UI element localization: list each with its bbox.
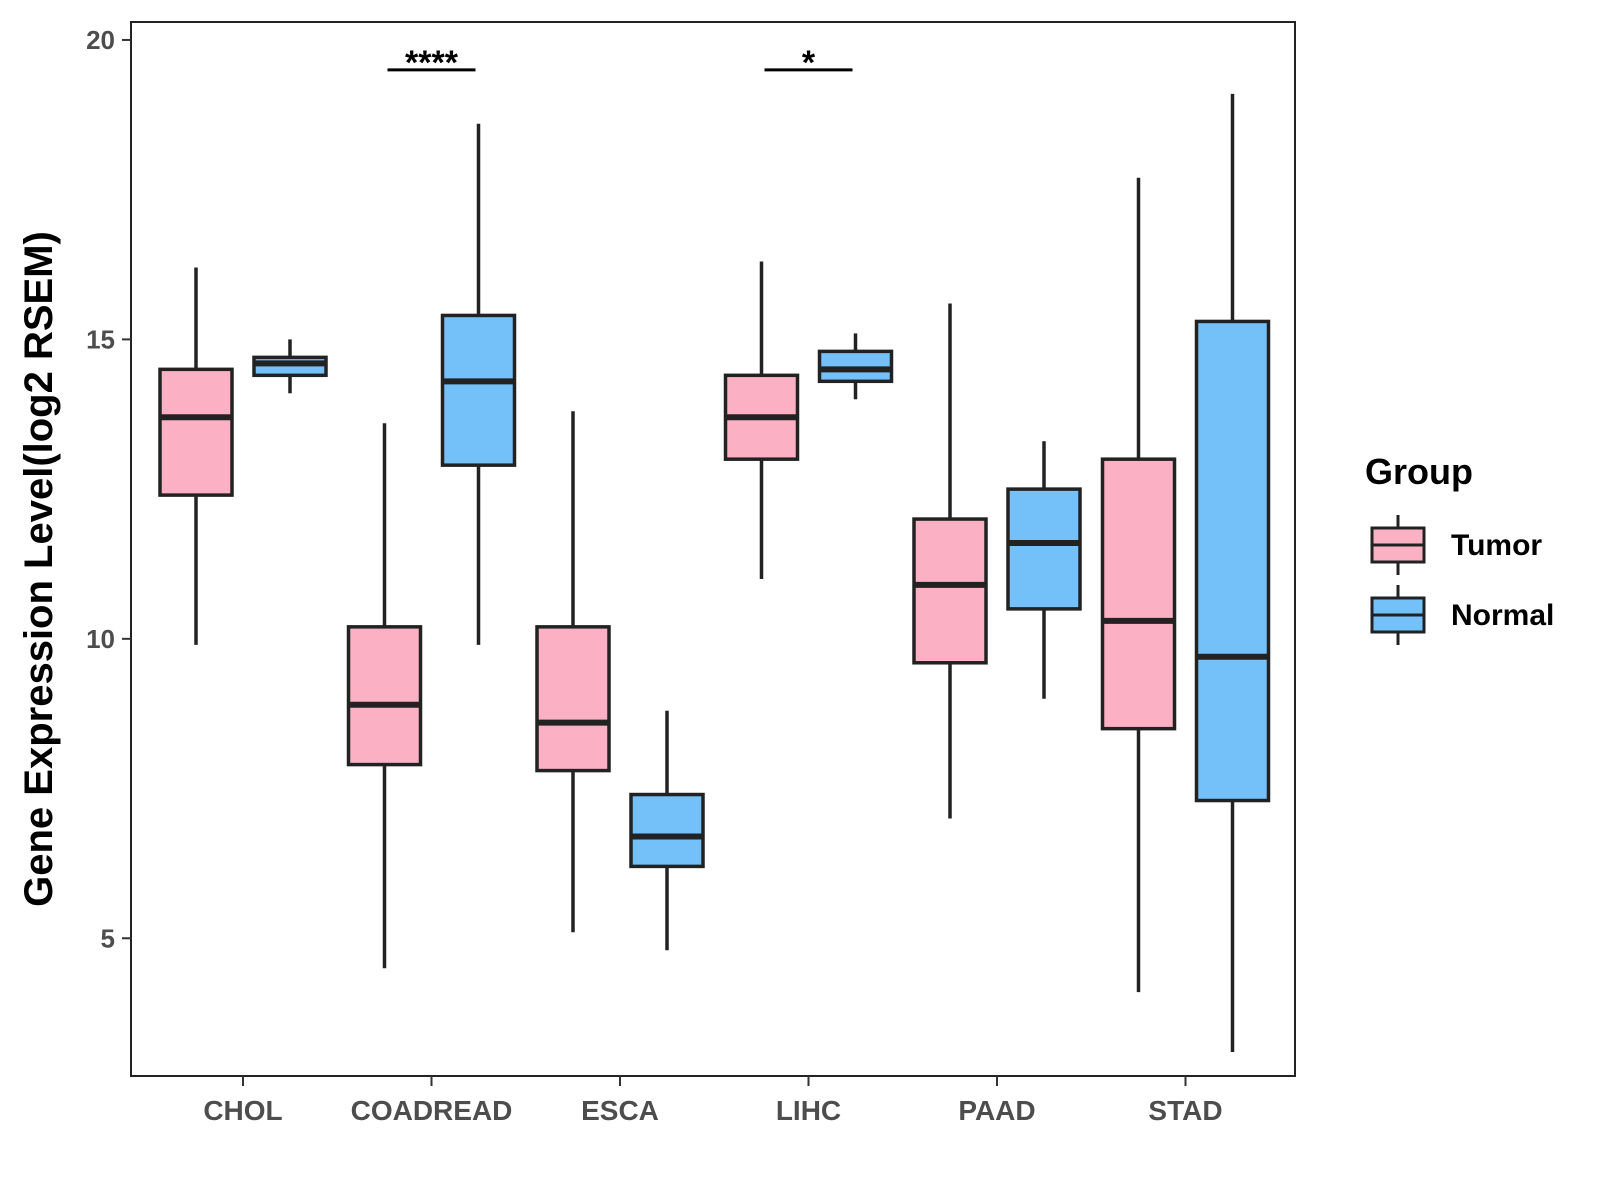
significance-label-lihc: * <box>802 44 816 82</box>
x-tick-label-stad: STAD <box>1148 1095 1222 1126</box>
box-tumor-stad <box>1100 457 1177 731</box>
plot-panel <box>130 21 1296 1077</box>
y-tick-label: 10 <box>86 624 115 654</box>
box-tumor-esca <box>535 625 611 773</box>
y-tick-label: 5 <box>101 923 115 953</box>
legend-title: Group <box>1365 451 1473 492</box>
box-tumor-chol <box>158 367 234 497</box>
x-tick-label-lihc: LIHC <box>776 1095 841 1126</box>
box-normal-coadread <box>440 313 517 467</box>
y-axis-title: Gene Expression Level(log2 RSEM) <box>17 231 61 907</box>
box-normal-esca <box>629 792 705 869</box>
x-tick-label-esca: ESCA <box>581 1095 659 1126</box>
x-tick-label-coadread: COADREAD <box>351 1095 513 1126</box>
box-normal-stad <box>1194 319 1271 803</box>
box-normal-paad <box>1006 487 1082 611</box>
y-tick-label: 15 <box>86 324 115 354</box>
legend-label-normal: Normal <box>1451 599 1554 632</box>
y-tick-label: 20 <box>86 25 115 55</box>
x-tick-label-chol: CHOL <box>203 1095 282 1126</box>
box-tumor-paad <box>912 517 988 665</box>
box-tumor-coadread <box>346 625 423 767</box>
x-tick-label-paad: PAAD <box>958 1095 1035 1126</box>
legend-label-tumor: Tumor <box>1451 529 1542 562</box>
significance-label-coadread: **** <box>405 44 459 82</box>
